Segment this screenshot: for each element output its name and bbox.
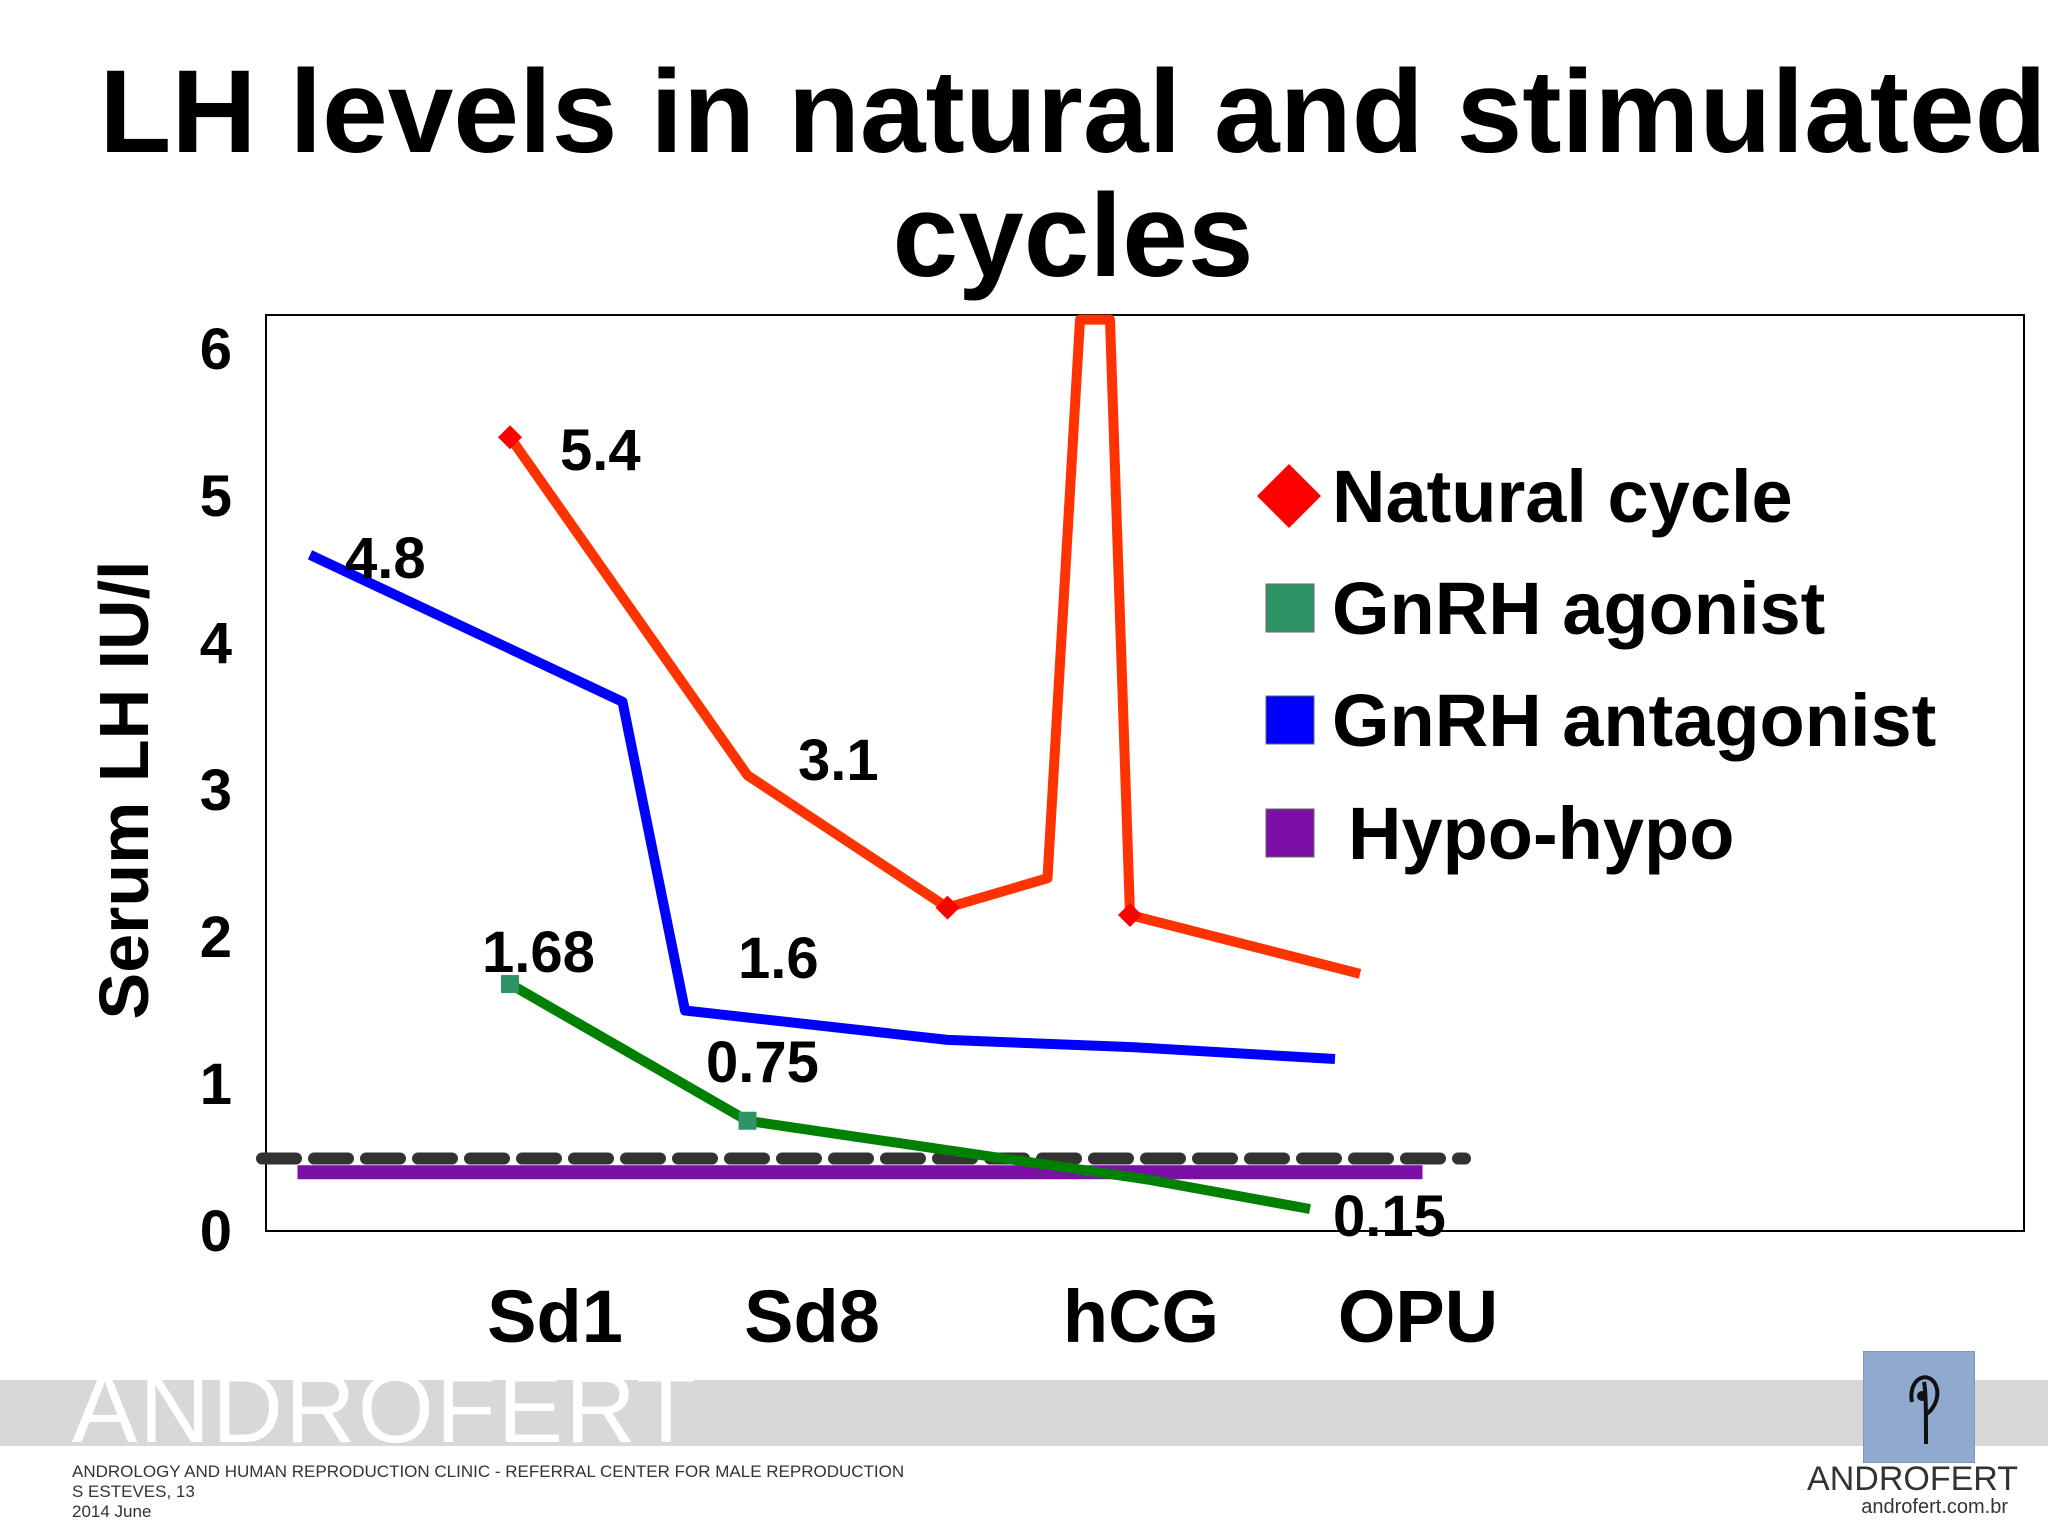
x-axis-ticks: Sd1 Sd8 hCG OPU <box>487 1275 1498 1358</box>
series-lines <box>297 314 1423 1214</box>
y-tick-1: 1 <box>200 1052 232 1117</box>
data-label-3-1: 3.1 <box>798 728 879 793</box>
data-label-5-4: 5.4 <box>560 418 641 483</box>
series-line-natural-cycle <box>505 314 1362 979</box>
y-tick-4: 4 <box>200 611 232 676</box>
y-tick-0: 0 <box>200 1199 232 1264</box>
logo-url: androfert.com.br <box>1861 1496 2008 1518</box>
y-tick-3: 3 <box>200 758 232 823</box>
y-axis-ticks: 0 1 2 3 4 5 6 <box>200 317 232 1264</box>
natural-cycle-marker <box>935 895 960 920</box>
natural-cycle-marker <box>1118 902 1142 927</box>
data-label-4-8: 4.8 <box>345 526 426 591</box>
footer-author-line: S ESTEVES, 13 <box>72 1482 195 1501</box>
legend-label-gnrh-antagonist: GnRH antagonist <box>1332 679 1936 762</box>
data-labels: 5.4 3.1 4.8 1.68 1.6 0.75 0.15 <box>345 418 1446 1249</box>
lh-chart: 0 1 2 3 4 5 6 Sd1 Sd8 hCG OPU Serum LH IU/l 5.4 3.… <box>85 314 2025 1358</box>
y-tick-2: 2 <box>200 905 232 970</box>
logo-mark <box>1863 1351 1975 1463</box>
series-line-gnrh-agonist <box>507 979 1311 1214</box>
legend-marker-gnrh-agonist <box>1265 583 1315 633</box>
data-label-1-68: 1.68 <box>482 920 595 985</box>
data-label-0-75: 0.75 <box>706 1030 819 1095</box>
x-tick-hcg: hCG <box>1063 1275 1219 1358</box>
x-tick-sd8: Sd8 <box>744 1275 880 1358</box>
legend-marker-hypo-hypo <box>1265 808 1315 858</box>
legend-label-hypo-hypo: Hypo-hypo <box>1348 792 1734 875</box>
y-axis-label: Serum LH IU/l <box>85 561 163 1020</box>
y-tick-6: 6 <box>200 317 232 382</box>
gnrh-agonist-marker <box>738 1111 757 1130</box>
footer-brand: ANDROFERT <box>72 1353 699 1463</box>
natural-cycle-marker <box>498 425 522 450</box>
footer-clinic-line: ANDROLOGY AND HUMAN REPRODUCTION CLINIC … <box>72 1462 905 1481</box>
legend-label-natural-cycle: Natural cycle <box>1332 455 1793 538</box>
page-title: LH levels in natural and stimulated cycl… <box>99 46 2047 302</box>
x-tick-sd1: Sd1 <box>487 1275 623 1358</box>
gnrh-agonist-marker <box>501 975 519 994</box>
data-label-1-6: 1.6 <box>738 926 819 991</box>
legend-marker-natural <box>1257 464 1321 528</box>
androfert-logo-icon <box>1909 1375 1940 1445</box>
legend-marker-gnrh-antagonist <box>1265 695 1315 745</box>
data-label-0-15: 0.15 <box>1333 1184 1446 1249</box>
plot-frame <box>265 314 2025 1232</box>
y-tick-5: 5 <box>200 464 232 529</box>
legend-label-gnrh-agonist: GnRH agonist <box>1332 567 1825 650</box>
logo-name: ANDROFERT <box>1807 1460 2018 1498</box>
legend: Natural cycle GnRH agonist GnRH antagonist… <box>1257 455 1936 875</box>
footer-date-line: 2014 June <box>72 1502 152 1521</box>
footer-band <box>0 1380 2048 1446</box>
x-tick-opu: OPU <box>1338 1275 1498 1358</box>
series-line-gnrh-antagonist <box>307 550 1336 1064</box>
